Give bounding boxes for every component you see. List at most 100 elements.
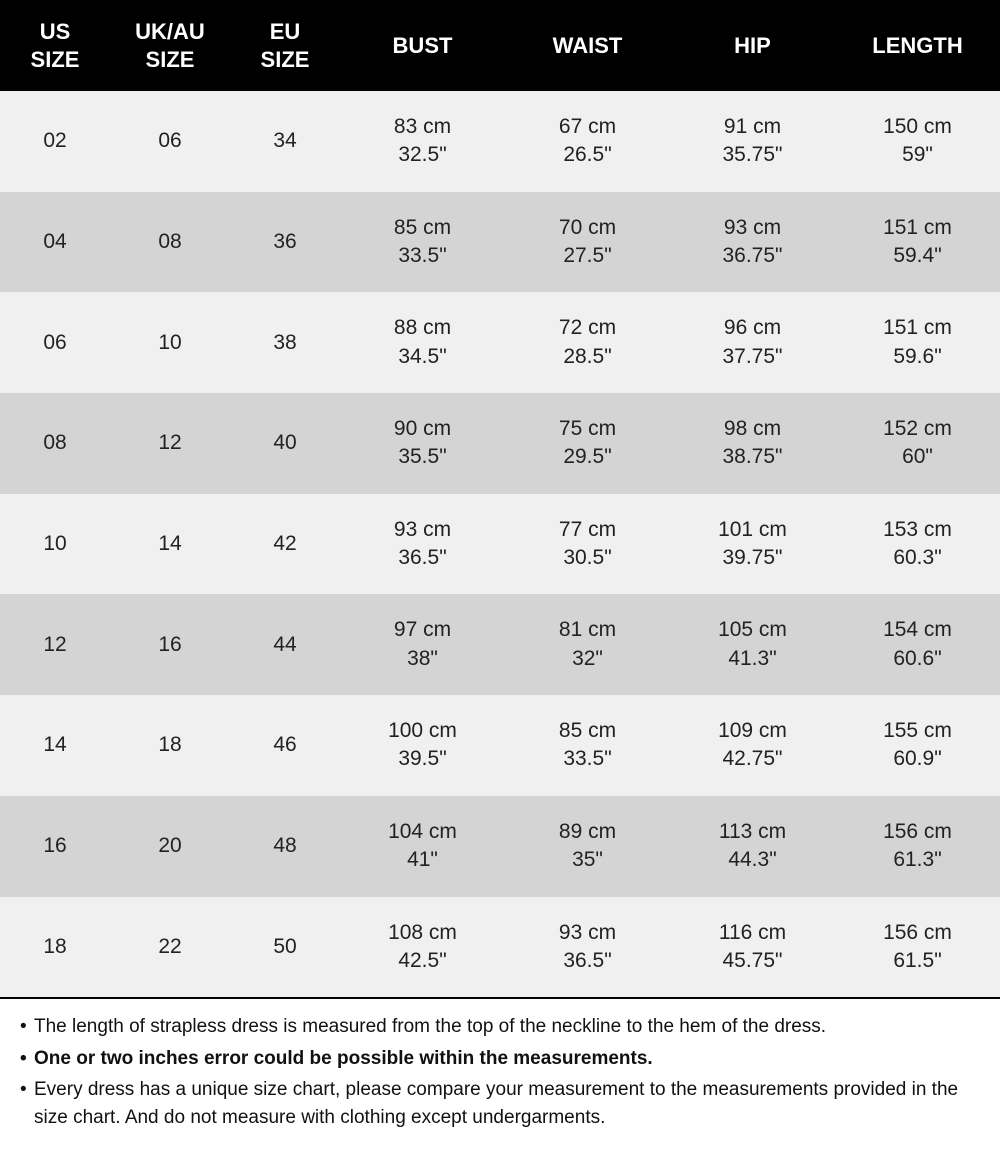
value-cm: 150 cm (839, 113, 996, 141)
cell-uk: 20 (110, 796, 230, 897)
value-inches: 29.5" (509, 443, 666, 471)
value-cm: 155 cm (839, 717, 996, 745)
cell-uk: 16 (110, 594, 230, 695)
cell-us: 04 (0, 192, 110, 293)
table-row: 141846100 cm39.5"85 cm33.5"109 cm42.75"1… (0, 695, 1000, 796)
cell-waist: 81 cm32" (505, 594, 670, 695)
value-cm: 100 cm (344, 717, 501, 745)
value-cm: 113 cm (674, 818, 831, 846)
table-row: 182250108 cm42.5"93 cm36.5"116 cm45.75"1… (0, 897, 1000, 998)
cell-length: 154 cm60.6" (835, 594, 1000, 695)
value-inches: 34.5" (344, 343, 501, 371)
cell-bust: 104 cm41" (340, 796, 505, 897)
table-row: 162048104 cm41"89 cm35"113 cm44.3"156 cm… (0, 796, 1000, 897)
cell-waist: 72 cm28.5" (505, 292, 670, 393)
cell-us: 12 (0, 594, 110, 695)
cell-us: 10 (0, 494, 110, 595)
cell-bust: 108 cm42.5" (340, 897, 505, 998)
cell-eu: 50 (230, 897, 340, 998)
table-row: 08124090 cm35.5"75 cm29.5"98 cm38.75"152… (0, 393, 1000, 494)
table-row: 02063483 cm32.5"67 cm26.5"91 cm35.75"150… (0, 91, 1000, 192)
cell-bust: 97 cm38" (340, 594, 505, 695)
cell-bust: 85 cm33.5" (340, 192, 505, 293)
cell-uk: 12 (110, 393, 230, 494)
value-cm: 81 cm (509, 616, 666, 644)
value-cm: 152 cm (839, 415, 996, 443)
cell-hip: 93 cm36.75" (670, 192, 835, 293)
value-inches: 33.5" (509, 745, 666, 773)
value-cm: 108 cm (344, 919, 501, 947)
notes-list: The length of strapless dress is measure… (14, 1013, 990, 1131)
cell-waist: 67 cm26.5" (505, 91, 670, 192)
value-cm: 104 cm (344, 818, 501, 846)
notes-section: The length of strapless dress is measure… (0, 997, 1000, 1149)
value-cm: 151 cm (839, 314, 996, 342)
value-inches: 27.5" (509, 242, 666, 270)
table-row: 10144293 cm36.5"77 cm30.5"101 cm39.75"15… (0, 494, 1000, 595)
value-cm: 105 cm (674, 616, 831, 644)
value-cm: 93 cm (509, 919, 666, 947)
column-header: LENGTH (835, 0, 1000, 91)
value-inches: 30.5" (509, 544, 666, 572)
value-inches: 41" (344, 846, 501, 874)
header-line1: EU (270, 19, 301, 44)
cell-length: 151 cm59.6" (835, 292, 1000, 393)
value-cm: 93 cm (674, 214, 831, 242)
cell-uk: 18 (110, 695, 230, 796)
value-cm: 153 cm (839, 516, 996, 544)
value-cm: 97 cm (344, 616, 501, 644)
cell-length: 150 cm59" (835, 91, 1000, 192)
cell-eu: 38 (230, 292, 340, 393)
value-cm: 85 cm (344, 214, 501, 242)
header-line1: LENGTH (872, 33, 962, 58)
cell-eu: 46 (230, 695, 340, 796)
value-inches: 60.6" (839, 645, 996, 673)
value-inches: 32" (509, 645, 666, 673)
note-item: Every dress has a unique size chart, ple… (20, 1076, 990, 1131)
cell-bust: 88 cm34.5" (340, 292, 505, 393)
value-inches: 44.3" (674, 846, 831, 874)
value-cm: 90 cm (344, 415, 501, 443)
cell-us: 18 (0, 897, 110, 998)
cell-uk: 10 (110, 292, 230, 393)
value-inches: 36.5" (509, 947, 666, 975)
value-inches: 38.75" (674, 443, 831, 471)
header-line1: HIP (734, 33, 771, 58)
cell-eu: 34 (230, 91, 340, 192)
value-inches: 60.9" (839, 745, 996, 773)
cell-eu: 44 (230, 594, 340, 695)
value-inches: 33.5" (344, 242, 501, 270)
cell-bust: 93 cm36.5" (340, 494, 505, 595)
cell-length: 155 cm60.9" (835, 695, 1000, 796)
cell-length: 156 cm61.3" (835, 796, 1000, 897)
header-line1: BUST (393, 33, 453, 58)
table-row: 04083685 cm33.5"70 cm27.5"93 cm36.75"151… (0, 192, 1000, 293)
column-header: BUST (340, 0, 505, 91)
value-inches: 61.5" (839, 947, 996, 975)
note-item: One or two inches error could be possibl… (20, 1045, 990, 1073)
cell-us: 08 (0, 393, 110, 494)
cell-length: 152 cm60" (835, 393, 1000, 494)
value-inches: 61.3" (839, 846, 996, 874)
size-chart-table: USSIZEUK/AUSIZEEUSIZEBUSTWAISTHIPLENGTH … (0, 0, 1000, 997)
column-header: USSIZE (0, 0, 110, 91)
cell-bust: 90 cm35.5" (340, 393, 505, 494)
value-cm: 85 cm (509, 717, 666, 745)
header-line1: UK/AU (135, 19, 205, 44)
column-header: EUSIZE (230, 0, 340, 91)
value-inches: 32.5" (344, 141, 501, 169)
value-inches: 59.4" (839, 242, 996, 270)
cell-waist: 77 cm30.5" (505, 494, 670, 595)
cell-eu: 42 (230, 494, 340, 595)
value-inches: 38" (344, 645, 501, 673)
cell-uk: 22 (110, 897, 230, 998)
value-inches: 28.5" (509, 343, 666, 371)
value-cm: 70 cm (509, 214, 666, 242)
note-item: The length of strapless dress is measure… (20, 1013, 990, 1041)
cell-hip: 98 cm38.75" (670, 393, 835, 494)
value-cm: 154 cm (839, 616, 996, 644)
cell-waist: 70 cm27.5" (505, 192, 670, 293)
table-row: 06103888 cm34.5"72 cm28.5"96 cm37.75"151… (0, 292, 1000, 393)
value-cm: 109 cm (674, 717, 831, 745)
cell-eu: 48 (230, 796, 340, 897)
